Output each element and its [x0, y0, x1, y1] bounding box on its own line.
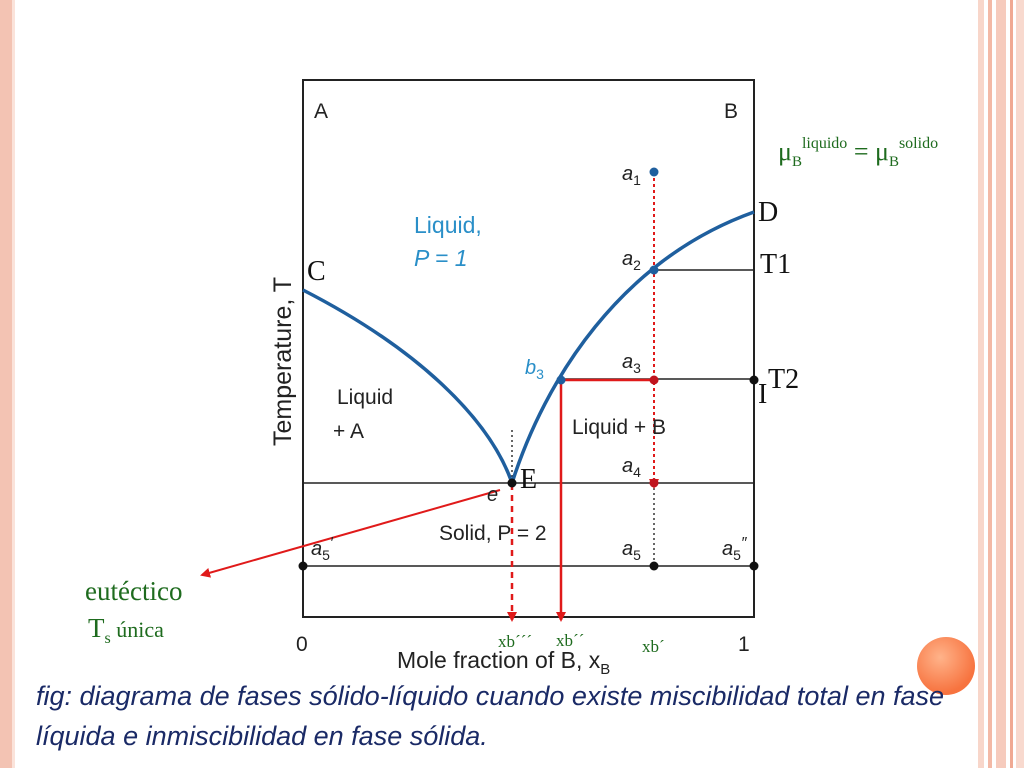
- point-a2-marker: [649, 265, 659, 275]
- point-a4-marker: [649, 478, 659, 488]
- label-t1: T1: [760, 249, 791, 280]
- right-decor-stripe: [1010, 0, 1013, 768]
- right-decor-stripe: [988, 0, 992, 768]
- x-tick-0: 0: [296, 633, 308, 656]
- plot-frame: [302, 79, 755, 618]
- right-decor-stripe: [1016, 0, 1024, 768]
- label-c: C: [307, 256, 326, 287]
- point-e-marker: [507, 478, 517, 488]
- point-a5p-marker: [298, 561, 308, 571]
- corner-label-a: A: [314, 100, 328, 123]
- point-right-a3-marker: [749, 375, 759, 385]
- label-a5-prime: a5′: [311, 535, 334, 563]
- decor-orange-circle: [917, 637, 975, 695]
- point-b3-marker: [556, 375, 566, 385]
- region-liquid-a-plus: + A: [333, 420, 364, 443]
- label-xb-prime: xb´: [642, 637, 665, 656]
- point-a3-marker: [649, 375, 659, 385]
- label-b3: b3: [525, 357, 544, 382]
- x-tick-1: 1: [738, 633, 750, 656]
- label-a4: a4: [622, 455, 641, 480]
- point-a5-marker: [649, 561, 659, 571]
- left-decor-stripe: [0, 0, 12, 768]
- point-a1-marker: [649, 167, 659, 177]
- region-liquid-title: Liquid,: [414, 212, 482, 238]
- label-a3: a3: [622, 351, 641, 376]
- label-t2: T2: [768, 364, 799, 395]
- right-decor-stripe: [978, 0, 984, 768]
- left-decor-stripe-thin: [12, 0, 15, 768]
- eutectic-pointer-arrow: [200, 489, 501, 578]
- region-liquid-a-title: Liquid: [337, 386, 393, 409]
- right-decor-stripe: [996, 0, 1006, 768]
- label-a2: a2: [622, 248, 641, 273]
- region-liquid-phases: P = 1: [414, 245, 468, 271]
- x-axis-label: Mole fraction of B, xB: [397, 647, 610, 678]
- label-a5-double-prime: a5″: [722, 535, 748, 563]
- region-solid: Solid, P = 2: [439, 522, 547, 545]
- region-liquid-b: Liquid + B: [572, 416, 666, 439]
- label-i: I: [758, 379, 767, 410]
- label-d: D: [758, 197, 778, 228]
- y-axis-label: Temperature, T: [269, 277, 297, 446]
- label-eutectic-point: E: [520, 464, 537, 495]
- label-a1: a1: [622, 163, 641, 188]
- liquidus-curve-a: [302, 288, 514, 484]
- label-e: e: [487, 484, 498, 506]
- label-a5: a5: [622, 538, 641, 563]
- corner-label-b: B: [724, 100, 738, 123]
- label-xb-double-prime: xb´´: [556, 631, 584, 650]
- point-a5pp-marker: [749, 561, 759, 571]
- figure-caption: fig: diagrama de fases sólido-líquido cu…: [36, 681, 945, 751]
- label-xb-triple-prime: xb´´´: [498, 632, 532, 651]
- eutectic-label: eutéctico: [85, 576, 182, 606]
- chemical-potential-equation: μBliquido = μBsolido: [778, 135, 938, 170]
- liquidus-curve-b: [510, 210, 755, 484]
- unique-temperature-label: Ts única: [88, 613, 164, 647]
